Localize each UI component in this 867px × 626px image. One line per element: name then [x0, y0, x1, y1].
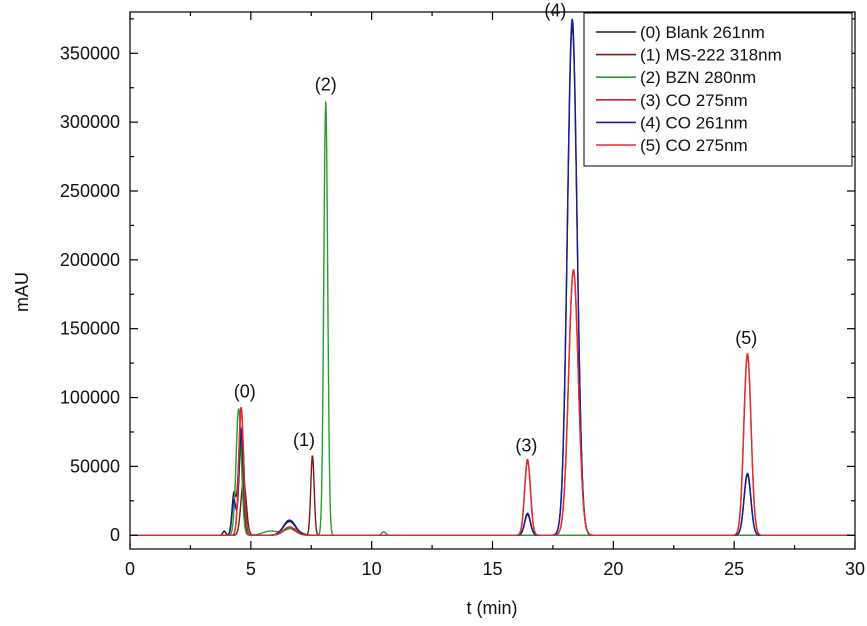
axes: 0 5 10 15 20 25 30 0 50000 100000 150000 200000 2500…: [60, 11, 865, 579]
y-tick-label: 0: [110, 525, 120, 545]
y-axis-title: mAU: [12, 272, 32, 312]
x-tick-label: 0: [125, 559, 135, 579]
y-tick-label: 350000: [60, 43, 120, 63]
x-tick-label: 10: [362, 559, 382, 579]
x-tick-label: 15: [482, 559, 502, 579]
y-tick-label: 250000: [60, 181, 120, 201]
x-tick-label: 5: [246, 559, 256, 579]
y-tick-label: 100000: [60, 388, 120, 408]
peak-label-0: (0): [234, 382, 256, 402]
y-tick-label: 50000: [70, 456, 120, 476]
series-line-5: [130, 269, 855, 536]
legend-label-0: (0) Blank 261nm: [640, 23, 765, 42]
legend-label-5: (5) CO 275nm: [640, 136, 748, 155]
peak-label-5: (5): [735, 328, 757, 348]
x-tick-label: 20: [603, 559, 623, 579]
y-tick-label: 200000: [60, 250, 120, 270]
x-tick-label: 30: [845, 559, 865, 579]
peak-label-3: (3): [515, 435, 537, 455]
y-tick-label: 150000: [60, 319, 120, 339]
legend-label-2: (2) BZN 280nm: [640, 68, 756, 87]
x-tick-label: 25: [724, 559, 744, 579]
legend-box: [583, 12, 853, 167]
peak-label-2: (2): [315, 75, 337, 95]
x-axis-title: t (min): [467, 598, 518, 618]
legend-label-1: (1) MS-222 318nm: [640, 46, 782, 65]
series-curves: [130, 18, 855, 536]
y-tick-label: 300000: [60, 112, 120, 132]
legend-label-3: (3) CO 275nm: [640, 91, 748, 110]
legend: (0) Blank 261nm (1) MS-222 318nm (2) BZN 2…: [583, 12, 853, 167]
legend-label-4: (4) CO 261nm: [640, 113, 748, 132]
peak-label-4: (4): [544, 0, 566, 20]
peak-annotations: (0) (1) (2) (3) (4) (5): [234, 0, 757, 455]
peak-label-1: (1): [293, 430, 315, 450]
